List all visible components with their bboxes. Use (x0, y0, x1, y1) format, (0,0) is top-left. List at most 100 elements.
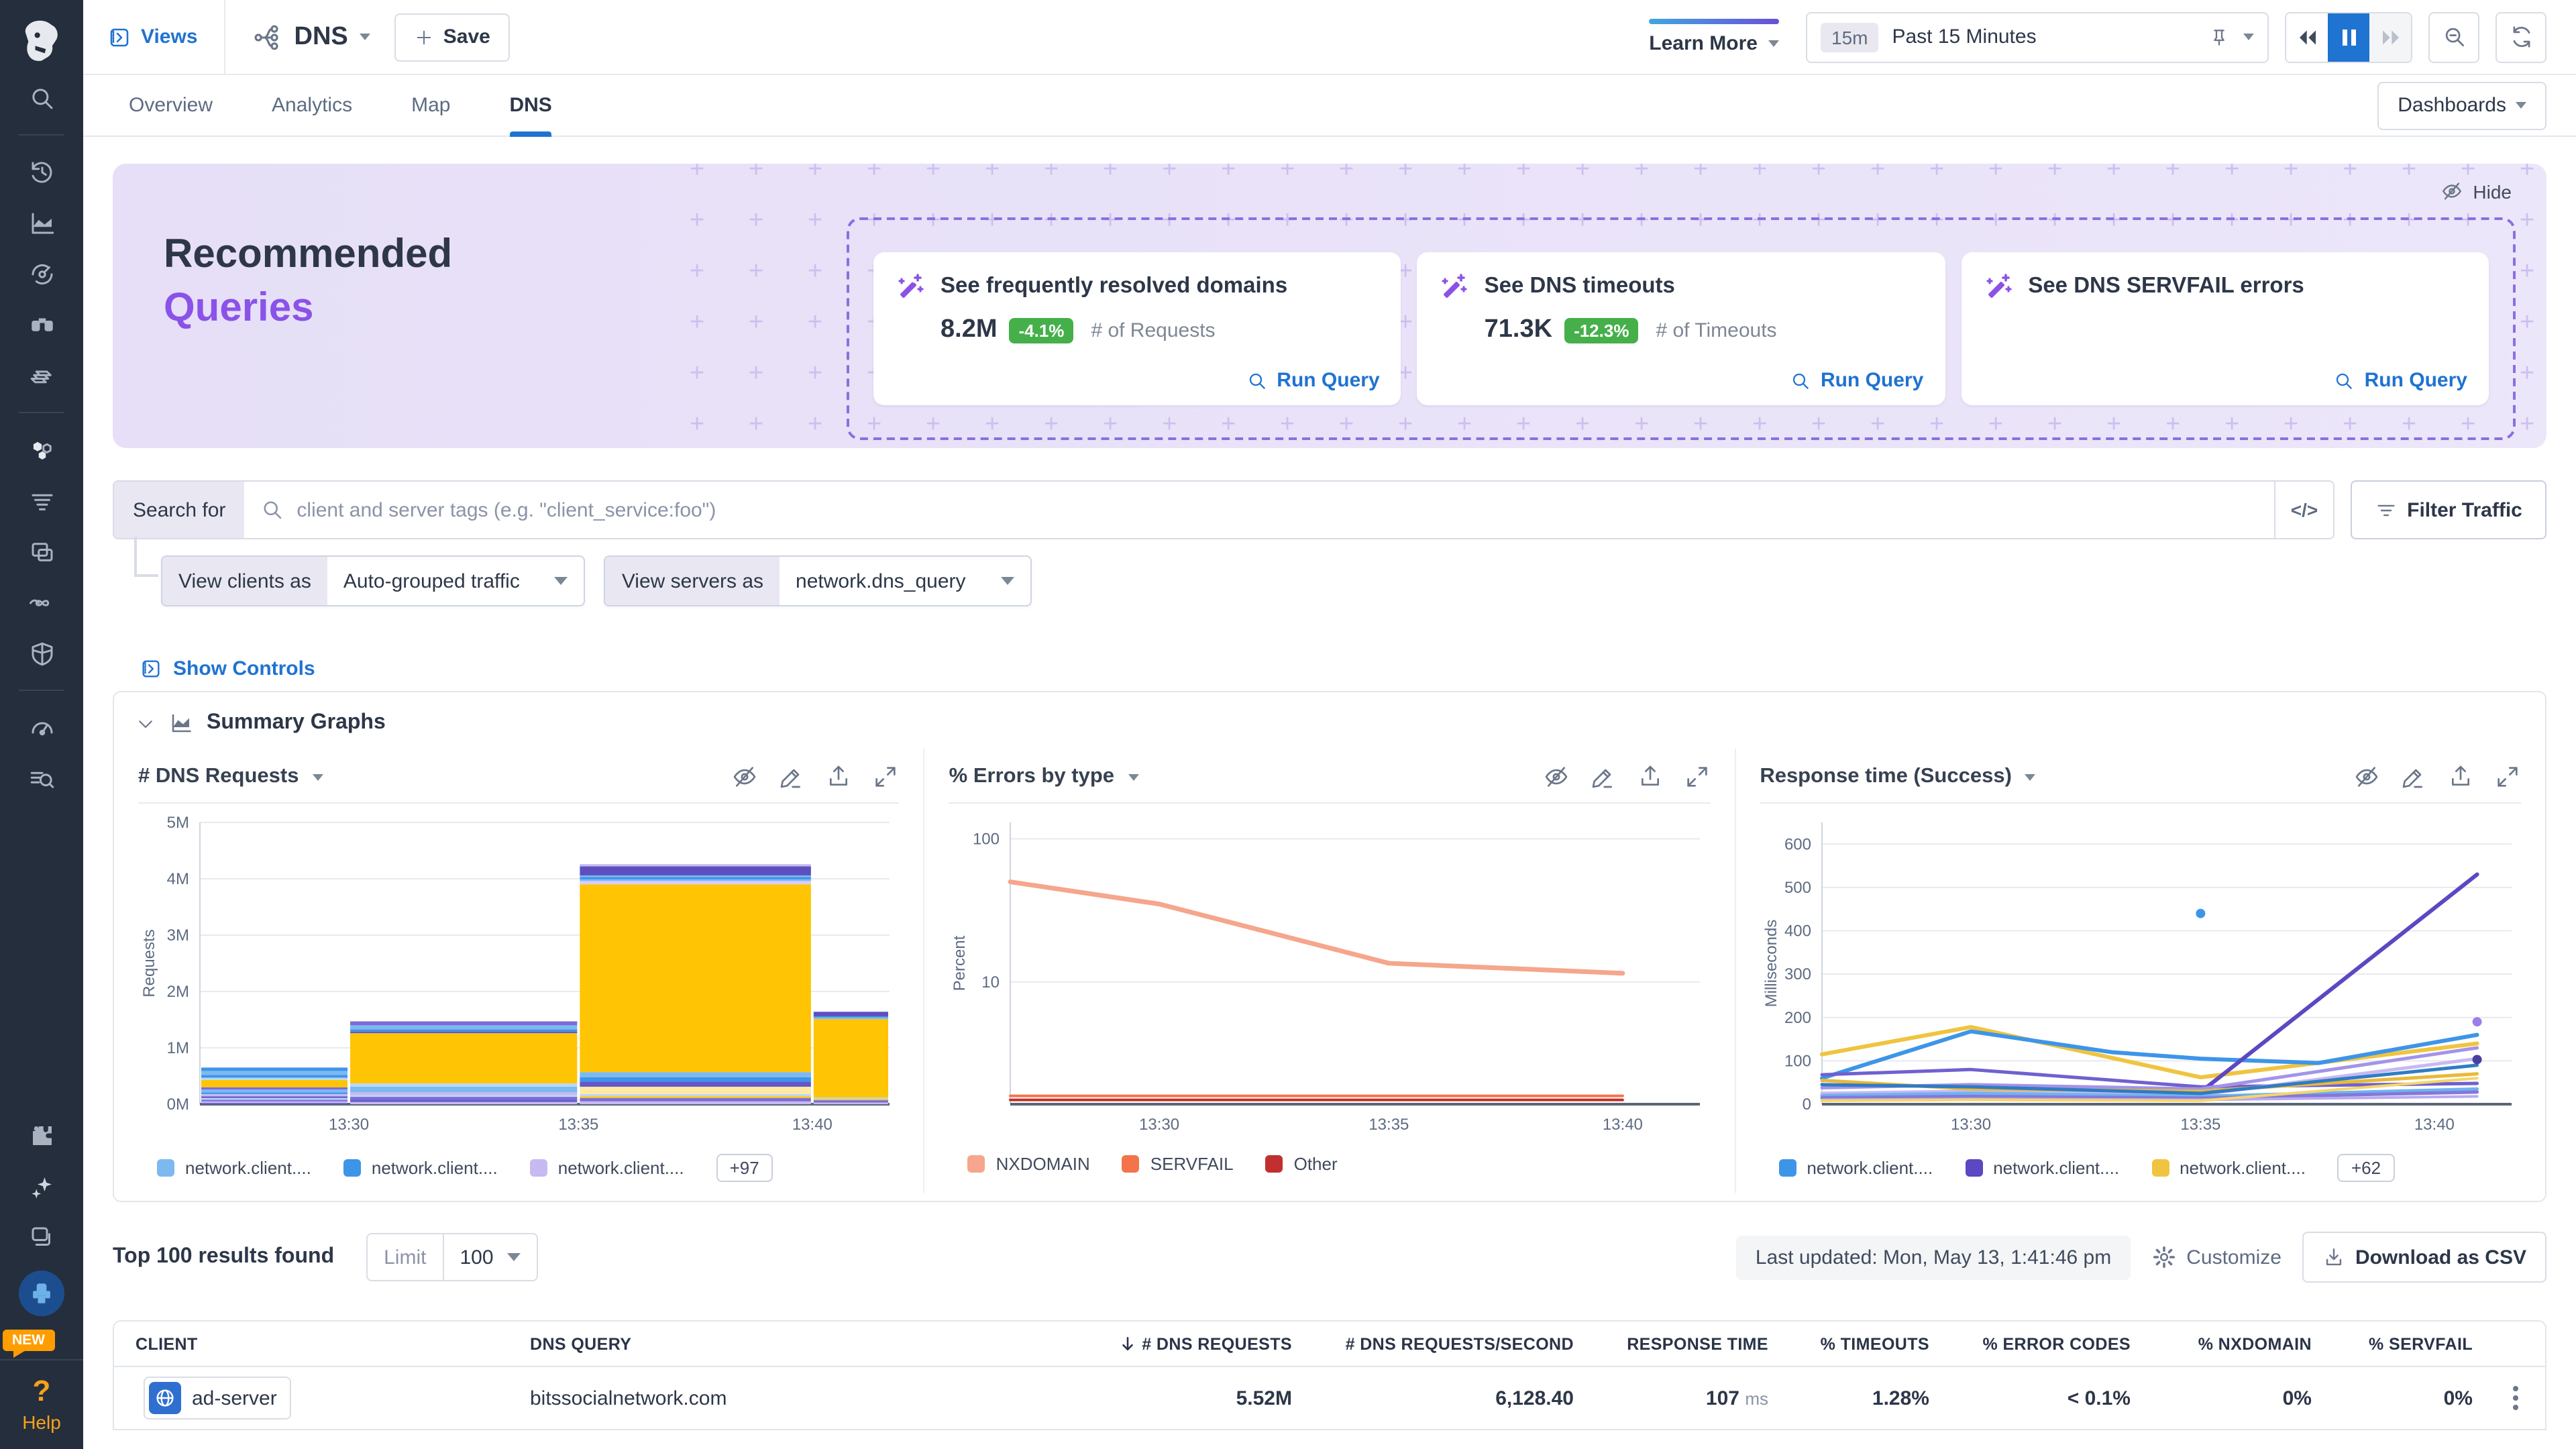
download-icon (2326, 1248, 2343, 1265)
edit-pencil-icon[interactable] (1589, 763, 1616, 790)
export-icon[interactable] (2447, 763, 2474, 790)
chevron-down-icon (2243, 34, 2254, 40)
export-icon[interactable] (826, 763, 853, 790)
fast-forward-button[interactable] (2369, 13, 2411, 61)
legend-item[interactable]: network.client.... (1778, 1158, 1933, 1178)
refresh-button[interactable] (2496, 11, 2546, 62)
limit-select[interactable]: Limit 100 (366, 1233, 538, 1281)
column-header-dns-query[interactable]: DNS QUERY (530, 1334, 632, 1353)
tab-dns[interactable]: DNS (509, 74, 552, 136)
tab-map[interactable]: Map (411, 94, 451, 117)
pause-button[interactable] (2328, 13, 2369, 61)
copilot-icon[interactable] (13, 1161, 70, 1212)
fullscreen-icon[interactable] (2494, 763, 2521, 790)
column-header-client[interactable]: CLIENT (136, 1334, 198, 1353)
search-icon[interactable] (13, 72, 70, 123)
dashboards-button[interactable]: Dashboards (2377, 81, 2546, 129)
zoom-out-button[interactable] (2428, 11, 2479, 62)
customize-button[interactable]: Customize (2151, 1245, 2282, 1269)
metrics-icon[interactable] (13, 197, 70, 248)
service-map-icon[interactable] (13, 424, 70, 475)
view-servers-as-select[interactable]: View servers as network.dns_query (604, 555, 1032, 606)
views-button[interactable]: Views (107, 25, 198, 49)
chevron-down-icon[interactable] (136, 713, 156, 733)
column-header-nxdomain[interactable]: % NXDOMAIN (2198, 1334, 2312, 1353)
legend-item[interactable]: Other (1265, 1154, 1338, 1174)
column-header-error-codes[interactable]: % ERROR CODES (1982, 1334, 2131, 1353)
query-card-title: See DNS timeouts (1484, 274, 1675, 298)
apm-icon[interactable] (13, 299, 70, 350)
dashboards-icon[interactable] (13, 702, 70, 753)
eye-slash-icon[interactable] (1542, 763, 1569, 790)
filter-traffic-button[interactable]: Filter Traffic (2351, 480, 2546, 539)
view-clients-as-select[interactable]: View clients as Auto-grouped traffic (161, 555, 586, 606)
tab-overview[interactable]: Overview (129, 94, 213, 117)
user-avatar[interactable] (19, 1271, 64, 1316)
infrastructure-icon[interactable] (13, 350, 70, 401)
run-query-button[interactable]: Run Query (1790, 369, 1923, 392)
time-range-picker[interactable]: 15m Past 15 Minutes (1806, 11, 2269, 62)
view-clients-as-value: Auto-grouped traffic (343, 570, 520, 592)
run-query-button[interactable]: Run Query (1246, 369, 1380, 392)
code-mode-button[interactable]: </> (2274, 482, 2333, 538)
chevron-down-icon[interactable] (1128, 773, 1139, 780)
search-input[interactable] (297, 498, 2258, 521)
tab-analytics[interactable]: Analytics (272, 94, 353, 117)
view-title[interactable]: DNS (253, 22, 371, 52)
chevron-down-icon (506, 1253, 521, 1261)
workspaces-icon[interactable] (13, 1212, 70, 1263)
history-icon[interactable] (13, 146, 70, 197)
legend-item[interactable]: network.client.... (529, 1158, 684, 1178)
help-icon[interactable]: ? (32, 1374, 51, 1407)
rum-icon[interactable] (13, 526, 70, 577)
chevron-down-icon[interactable] (312, 773, 323, 780)
chart-title[interactable]: % Errors by type (949, 765, 1115, 788)
learn-more-dropdown[interactable]: Learn More (1649, 19, 1779, 55)
edit-pencil-icon[interactable] (779, 763, 806, 790)
legend-item[interactable]: network.client.... (1965, 1158, 2119, 1178)
help-label[interactable]: Help (22, 1411, 61, 1433)
legend-item[interactable]: network.client.... (343, 1158, 498, 1178)
legend-more-badge[interactable]: +97 (716, 1154, 773, 1182)
rewind-button[interactable] (2286, 13, 2328, 61)
column-header-dns-rps[interactable]: # DNS REQUESTS/SECOND (1345, 1334, 1574, 1353)
chart-title[interactable]: # DNS Requests (138, 765, 299, 788)
search-icon (1249, 372, 1265, 388)
synthetics-icon[interactable] (13, 577, 70, 628)
datadog-logo[interactable] (11, 11, 72, 72)
logs-icon[interactable] (13, 475, 70, 526)
run-query-button[interactable]: Run Query (2334, 369, 2467, 392)
eye-slash-icon[interactable] (2353, 763, 2380, 790)
hide-button[interactable]: Hide (2440, 180, 2512, 203)
client-tag[interactable]: ad-server (144, 1377, 292, 1419)
topbar: Views DNS Save Learn More (83, 0, 2576, 75)
security-icon[interactable] (13, 628, 70, 679)
column-header-servfail[interactable]: % SERVFAIL (2369, 1334, 2473, 1353)
log-explorer-icon[interactable] (13, 753, 70, 804)
column-header-response-time[interactable]: RESPONSE TIME (1627, 1334, 1768, 1353)
show-controls-button[interactable]: Show Controls (140, 657, 2546, 680)
legend-item[interactable]: SERVFAIL (1122, 1154, 1234, 1174)
column-header-timeouts[interactable]: % TIMEOUTS (1820, 1334, 1929, 1353)
table-row[interactable]: ad-server bitssocialnetwork.com 5.52M 6,… (114, 1367, 2545, 1429)
chevron-down-icon[interactable] (2025, 773, 2036, 780)
legend-item[interactable]: NXDOMAIN (967, 1154, 1090, 1174)
row-menu-button[interactable] (2500, 1386, 2532, 1410)
fullscreen-icon[interactable] (1683, 763, 1710, 790)
chart-title[interactable]: Response time (Success) (1760, 765, 2012, 788)
edit-pencil-icon[interactable] (2400, 763, 2427, 790)
integrations-icon[interactable] (13, 1110, 70, 1161)
column-header-dns-requests[interactable]: # DNS REQUESTS (1037, 1334, 1305, 1353)
watchdog-icon[interactable] (13, 248, 70, 299)
legend-more-badge[interactable]: +62 (2337, 1154, 2395, 1182)
legend-item[interactable]: network.client.... (157, 1158, 311, 1178)
line-chart-errors[interactable]: 10 100 13:30 13:35 13:40 Percent (949, 806, 1714, 1142)
export-icon[interactable] (1636, 763, 1663, 790)
save-button[interactable]: Save (394, 13, 511, 61)
fullscreen-icon[interactable] (873, 763, 900, 790)
legend-item[interactable]: network.client.... (2151, 1158, 2306, 1178)
eye-slash-icon[interactable] (732, 763, 759, 790)
line-chart-response-time[interactable]: 0 100 200 300 400 500 600 13:30 13:35 13:40 Millis… (1760, 806, 2524, 1142)
download-csv-button[interactable]: Download as CSV (2302, 1232, 2546, 1283)
bar-chart-dns-requests[interactable]: 0M 1M 2M 3M 4M 5M 13:30 13:35 13:40 Requests (138, 806, 903, 1142)
